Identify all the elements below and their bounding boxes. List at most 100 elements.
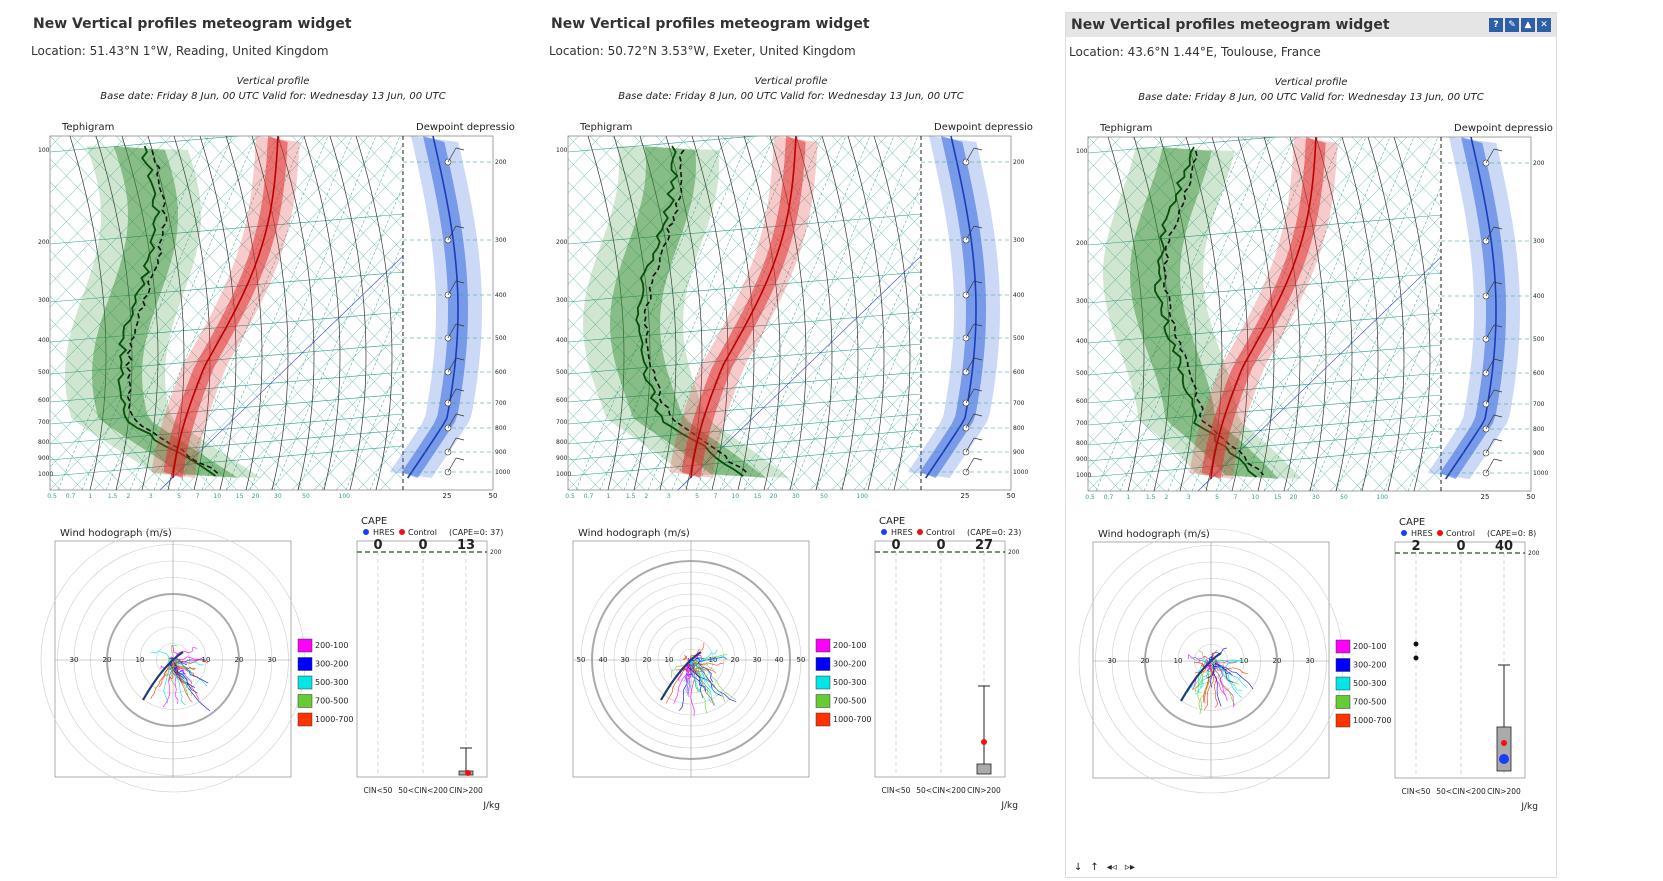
wind-barb-shaft	[1485, 414, 1495, 430]
adiabat-line	[1197, 137, 1441, 390]
isotherm-line	[1329, 375, 1441, 491]
hodograph-trace	[168, 663, 187, 706]
adiabat-line	[1088, 410, 1166, 491]
adiabat-line	[28, 136, 36, 505]
wind-barb-flag	[455, 323, 465, 327]
mixing-ratio-tick: 30	[792, 493, 800, 500]
hodograph-trace	[685, 662, 692, 680]
pressure-label-right: 200	[1013, 159, 1025, 166]
move-up-button[interactable]: ↑	[1090, 862, 1099, 873]
widget-reading: New Vertical profiles meteogram widget L…	[28, 12, 518, 872]
adiabat-line	[589, 136, 921, 481]
mixing-ratio-tick: 30	[274, 493, 282, 500]
wind-barb-flag	[1493, 358, 1503, 362]
dewpoint-inner-band	[1130, 147, 1279, 479]
mixing-ratio-line	[105, 136, 257, 490]
hodograph-trace	[689, 659, 709, 695]
move-right-button[interactable]: ▹▸	[1124, 862, 1135, 873]
adiabat-line	[181, 136, 403, 366]
hres-legend-dot	[1401, 530, 1407, 536]
moist-adiabat	[1211, 137, 1249, 491]
isobar-line	[1088, 344, 1441, 376]
isotherm-line	[1088, 137, 1298, 355]
moist-adiabat	[1393, 137, 1431, 491]
adiabat-line	[568, 341, 712, 490]
mixing-ratio-line	[1095, 137, 1247, 491]
adiabat-line	[1373, 137, 1441, 207]
wind-barb-flag	[1493, 458, 1503, 462]
wind-barb-flag	[455, 388, 465, 392]
mixing-ratio-line	[815, 241, 921, 490]
legend-layer-label: 200-100	[315, 641, 348, 650]
isotherm-line	[809, 374, 921, 490]
navigation-bar: ↓ ↑ ◂◃ ▹▸	[1074, 862, 1135, 873]
speed-tick: 10	[709, 656, 718, 664]
mixing-ratio-tick: 5	[177, 493, 181, 500]
hodograph-trace	[168, 660, 198, 678]
wind-barb-flag	[455, 280, 465, 284]
adiabat-line	[568, 364, 690, 490]
pressure-label-left: 800	[38, 439, 50, 446]
mixing-ratio-tick: 20	[1290, 494, 1298, 501]
isotherm-line	[71, 145, 403, 490]
legend-swatch	[1335, 639, 1351, 654]
speed-tick: 10	[1174, 657, 1183, 665]
pressure-label-left: 500	[38, 369, 50, 376]
adiabat-line	[1088, 182, 1386, 491]
edit-button[interactable]: ✎	[1505, 18, 1519, 32]
tephigram-chart: Tephigram Dewpoint depressio 100 200 300 400 5…	[546, 120, 1036, 505]
hodograph-trace	[1214, 660, 1231, 675]
isobar-line	[1088, 214, 1441, 246]
mixing-ratio-line	[1335, 242, 1441, 491]
isotherm-line	[1351, 398, 1441, 491]
cape-tick: 200	[490, 549, 502, 556]
wind-barb-flag	[973, 388, 983, 392]
speed-tick: 30	[268, 656, 277, 664]
hodograph-trace	[695, 654, 727, 661]
isotherm-line	[568, 136, 800, 377]
location-text: Location: 43.6°N 1.44°E, Toulouse, Franc…	[1069, 45, 1321, 59]
adiabat-line	[1066, 137, 1074, 506]
cin-count: 13	[457, 538, 475, 553]
mixing-ratio-line	[1167, 137, 1319, 491]
mixing-ratio-tick: 1.5	[1146, 494, 1156, 501]
hodograph-trace	[176, 646, 198, 658]
depression-tick: 50	[1007, 492, 1016, 500]
mixing-ratio-tick: 0.5	[47, 493, 57, 500]
hodograph-trace	[174, 658, 208, 665]
close-button[interactable]: ✕	[1537, 18, 1551, 32]
isobar-line	[568, 413, 921, 445]
mixing-ratio-tick: 7	[714, 493, 718, 500]
move-left-button[interactable]: ◂◃	[1106, 862, 1117, 873]
legend-layer-label: 1000-700	[833, 715, 872, 724]
legend-swatch	[815, 694, 831, 708]
mixing-ratio-tick: 100	[339, 493, 351, 500]
mixing-ratio-line	[1143, 137, 1295, 491]
move-down-button[interactable]: ↓	[1074, 862, 1083, 873]
dewpoint-hres-line	[1154, 146, 1258, 478]
pressure-label-left: 500	[1076, 370, 1088, 377]
adiabat-line	[1088, 433, 1144, 491]
hodograph-trace	[682, 655, 688, 661]
isotherm-line	[1175, 215, 1441, 491]
cape-label: CAPE	[879, 516, 905, 527]
adiabat-line	[743, 136, 921, 321]
pressure-label-left: 300	[1076, 298, 1088, 305]
reference-line	[1197, 256, 1441, 491]
hodograph-trace	[690, 642, 705, 661]
speed-tick: 20	[103, 656, 112, 664]
depression-line	[925, 135, 977, 479]
collapse-button[interactable]: ▲	[1521, 18, 1535, 32]
isotherm-line	[677, 237, 921, 490]
help-button[interactable]: ?	[1489, 18, 1503, 32]
pressure-label-left: 900	[38, 455, 50, 462]
adiabat-line	[1030, 136, 1036, 505]
adiabat-line	[50, 387, 150, 490]
pressure-label-right: 900	[1013, 449, 1025, 456]
isotherm-line	[1285, 329, 1441, 491]
isotherm-line	[1088, 137, 1254, 309]
hodograph-trace	[170, 659, 208, 687]
isotherm-line	[546, 120, 554, 490]
mixing-ratio-line	[273, 184, 403, 490]
isobar-line	[50, 429, 403, 461]
